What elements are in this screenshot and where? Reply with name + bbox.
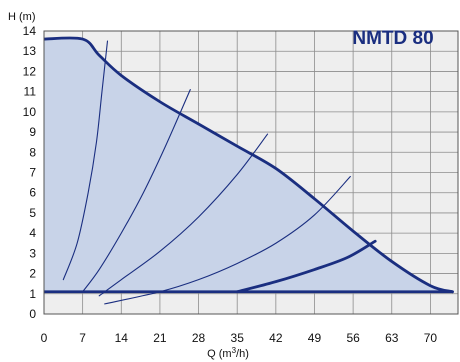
y-tick-label: 11 (24, 85, 37, 99)
y-tick-label: 9 (29, 125, 36, 139)
y-axis-label: H (m) (8, 11, 36, 23)
x-tick-label: 14 (115, 331, 129, 345)
x-tick-label: 42 (269, 331, 283, 345)
x-tick-label: 56 (346, 331, 360, 345)
x-tick-label: 7 (79, 331, 86, 345)
chart-title: NMTD 80 (352, 28, 433, 49)
y-tick-label: 0 (29, 307, 36, 321)
x-tick-label: 70 (424, 331, 438, 345)
y-tick-label: 8 (29, 145, 36, 159)
plot-frame (43, 30, 459, 315)
y-tick-label: 14 (23, 24, 37, 38)
system-curve-line (104, 175, 351, 305)
y-tick-label: 2 (29, 267, 36, 281)
x-axis-label-base: Q (m (207, 348, 231, 360)
y-tick-label: 3 (29, 246, 36, 260)
y-tick-label: 10 (23, 105, 37, 119)
x-tick-label: 49 (308, 331, 322, 345)
y-tick-label: 4 (29, 226, 36, 240)
operating-area (44, 39, 453, 292)
curve-group (44, 36, 454, 305)
x-axis-label-tail: /h) (236, 348, 249, 360)
x-tick-label: 35 (231, 331, 245, 345)
x-axis-label-sup: 3 (232, 346, 237, 355)
y-tick-label: 6 (29, 186, 36, 200)
y-tick-label: 13 (23, 44, 37, 58)
x-axis-label: Q (m3/h) (207, 346, 249, 361)
y-tick-label: 5 (29, 206, 36, 220)
x-tick-label: 63 (385, 331, 399, 345)
x-tick-label: 0 (41, 331, 48, 345)
x-tick-labels: 0 7 14 21 28 35 42 49 56 63 70 (41, 331, 438, 345)
x-tick-label: 28 (192, 331, 206, 345)
y-tick-label: 12 (23, 64, 37, 78)
y-tick-label: 7 (29, 166, 36, 180)
y-tick-label: 1 (29, 287, 36, 301)
system-curve-line (98, 133, 269, 297)
system-curve-line (62, 40, 109, 281)
max-envelope-line (44, 36, 454, 294)
system-curve-line (82, 89, 191, 293)
control-segment-line (235, 239, 377, 294)
x-tick-label: 21 (153, 331, 167, 345)
